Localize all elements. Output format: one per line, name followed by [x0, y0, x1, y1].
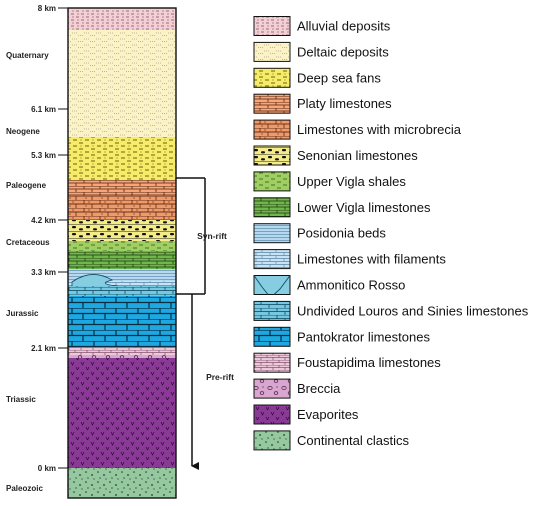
column-outline — [67, 7, 177, 499]
microbrecia-swatch — [253, 119, 291, 140]
legend-item-senonian: Senonian limestones — [253, 145, 418, 166]
legend-item-ammonitico: Ammonitico Rosso — [253, 275, 405, 295]
legend: Alluvial deposits Deltaic deposits Deep se… — [253, 16, 529, 451]
clastics-swatch — [253, 430, 291, 451]
legend-item-evaporites: Evaporites — [253, 404, 359, 425]
foustapidima-swatch — [253, 352, 291, 373]
layer-filaments — [68, 281, 176, 286]
period-quaternary: Quaternary — [6, 51, 49, 60]
legend-item-louros: Undivided Louros and Sinies limestones — [253, 300, 529, 321]
layer-deltaic — [68, 30, 176, 137]
legend-label: Deep sea fans — [297, 70, 381, 85]
legend-label: Limestones with microbrecia — [297, 122, 462, 137]
depth-label-4-2: 4.2 km — [31, 216, 56, 225]
layer-louros — [68, 286, 176, 296]
deep-sea-fans-swatch — [253, 67, 291, 88]
layer-senonian — [68, 220, 176, 241]
syn-rift-label: Syn-rift — [197, 231, 227, 241]
layer-platy-limestones — [68, 180, 176, 195]
legend-label: Evaporites — [297, 407, 359, 422]
period-neogene: Neogene — [6, 127, 40, 136]
layer-alluvial — [68, 8, 176, 30]
legend-item-lower-vigla: Lower Vigla limestones — [253, 197, 431, 218]
pre-rift-label: Pre-rift — [206, 372, 234, 382]
strat-column — [67, 7, 177, 499]
legend-item-breccia: Breccia — [253, 378, 341, 399]
posidonia-swatch — [253, 223, 291, 244]
layer-lower-vigla — [68, 251, 176, 269]
deltaic-swatch — [253, 41, 291, 62]
legend-label: Upper Vigla shales — [297, 174, 406, 189]
legend-label: Ammonitico Rosso — [297, 278, 405, 293]
legend-label: Platy limestones — [297, 96, 392, 111]
legend-label: Continental clastics — [297, 433, 409, 448]
period-paleozoic: Paleozoic — [6, 484, 43, 493]
period-labels: Quaternary Neogene Paleogene Cretaceous … — [6, 51, 50, 493]
legend-label: Alluvial deposits — [297, 19, 391, 34]
ammonitico-swatch — [253, 275, 291, 295]
legend-item-platy: Platy limestones — [253, 93, 392, 114]
legend-item-foustapidima: Foustapidima limestones — [253, 352, 441, 373]
legend-label: Limestones with filaments — [297, 252, 446, 267]
layer-clastics — [68, 468, 176, 498]
evaporites-swatch — [253, 404, 291, 425]
depth-axis — [58, 7, 68, 469]
pantokrator-swatch — [253, 326, 291, 347]
depth-label-8: 8 km — [38, 4, 56, 13]
legend-label: Lower Vigla limestones — [297, 200, 431, 215]
depth-label-5-3: 5.3 km — [31, 151, 56, 160]
senonian-swatch — [253, 145, 291, 166]
legend-item-pantokrator: Pantokrator limestones — [253, 326, 430, 347]
legend-label: Posidonia beds — [297, 226, 386, 241]
platy-swatch — [253, 93, 291, 114]
legend-label: Undivided Louros and Sinies limestones — [297, 303, 529, 318]
period-cretaceous: Cretaceous — [6, 238, 50, 247]
legend-item-alluvial: Alluvial deposits — [253, 16, 391, 36]
legend-item-upper-vigla: Upper Vigla shales — [253, 171, 406, 192]
legend-label: Senonian limestones — [297, 148, 418, 163]
legend-item-deep-sea-fans: Deep sea fans — [253, 67, 381, 88]
depth-label-6-1: 6.1 km — [31, 105, 56, 114]
legend-item-microbrecia: Limestones with microbrecia — [253, 119, 462, 140]
layer-microbrecia — [68, 195, 176, 220]
layer-deep-sea-fans — [68, 137, 176, 180]
period-triassic: Triassic — [6, 395, 36, 404]
layer-pantokrator — [68, 296, 176, 347]
legend-item-clastics: Continental clastics — [253, 430, 409, 451]
layer-breccia — [68, 355, 176, 358]
depth-labels: 8 km 6.1 km 5.3 km 4.2 km 3.3 km 2.1 km … — [31, 4, 56, 473]
layer-evaporites — [68, 358, 176, 468]
period-paleogene: Paleogene — [6, 181, 47, 190]
legend-item-filaments: Limestones with filaments — [253, 249, 446, 270]
depth-label-0: 0 km — [38, 464, 56, 473]
lower-vigla-swatch — [253, 197, 291, 218]
period-jurassic: Jurassic — [6, 309, 39, 318]
alluvial-swatch — [253, 16, 291, 36]
breccia-swatch — [253, 378, 291, 399]
legend-label: Pantokrator limestones — [297, 329, 430, 344]
layer-foustapidima — [68, 347, 176, 355]
filaments-swatch — [253, 249, 291, 270]
depth-label-3-3: 3.3 km — [31, 268, 56, 277]
syn-rift-bracket — [176, 177, 206, 295]
legend-label: Deltaic deposits — [297, 44, 389, 59]
legend-item-deltaic: Deltaic deposits — [253, 41, 389, 62]
upper-vigla-swatch — [253, 171, 291, 192]
legend-label: Foustapidima limestones — [297, 355, 441, 370]
legend-item-posidonia: Posidonia beds — [253, 223, 386, 244]
depth-label-2-1: 2.1 km — [31, 344, 56, 353]
legend-label: Breccia — [297, 381, 341, 396]
louros-swatch — [253, 300, 291, 321]
layer-upper-vigla — [68, 241, 176, 251]
